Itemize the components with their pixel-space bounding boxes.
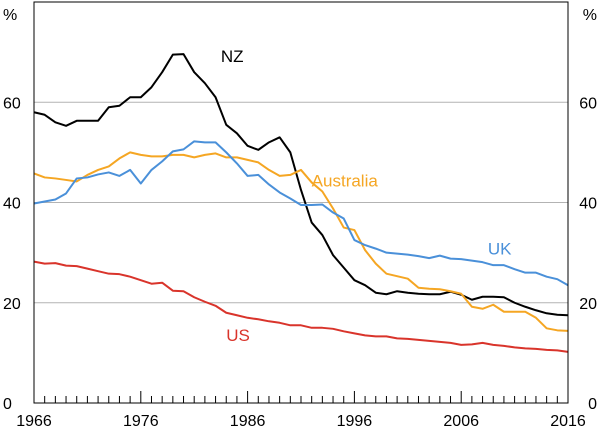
series-line-nz	[33, 53, 569, 317]
y-tick-label-left-60: 60	[3, 95, 21, 112]
tick-labels: 0 0 20 20 40 40 60 60% % 1966 1976 1986 1996 2006 2016	[3, 7, 597, 430]
y-tick-label-right-20: 20	[579, 296, 597, 313]
annotation-australia: Australia	[312, 171, 379, 190]
y-tick-label-right-0: 0	[588, 396, 597, 413]
x-tick-label-1986: 1986	[230, 413, 266, 430]
x-tick-label-1996: 1996	[337, 413, 373, 430]
annotation-nz: NZ	[221, 47, 244, 66]
x-axis-ticks	[33, 391, 569, 403]
y-axis-unit-left: %	[3, 7, 17, 24]
gridlines	[34, 101, 568, 304]
y-tick-label-right-60: 60	[579, 95, 597, 112]
series-line-australia	[33, 151, 569, 332]
y-tick-label-right-40: 40	[579, 196, 597, 213]
annotation-us: US	[226, 326, 250, 345]
y-tick-label-left-40: 40	[3, 196, 21, 213]
series-line-us	[33, 260, 569, 353]
x-tick-label-2006: 2006	[443, 413, 479, 430]
x-tick-label-1976: 1976	[123, 413, 159, 430]
series-lines	[33, 53, 569, 353]
y-axis-unit-right: %	[583, 7, 597, 24]
series-annotations: NZ Australia UK US	[221, 47, 512, 345]
y-tick-label-left-0: 0	[3, 396, 12, 413]
x-tick-label-2016: 2016	[550, 413, 586, 430]
series-line-uk	[33, 140, 569, 287]
y-tick-label-left-20: 20	[3, 296, 21, 313]
annotation-uk: UK	[488, 240, 512, 259]
x-tick-label-1966: 1966	[16, 413, 52, 430]
